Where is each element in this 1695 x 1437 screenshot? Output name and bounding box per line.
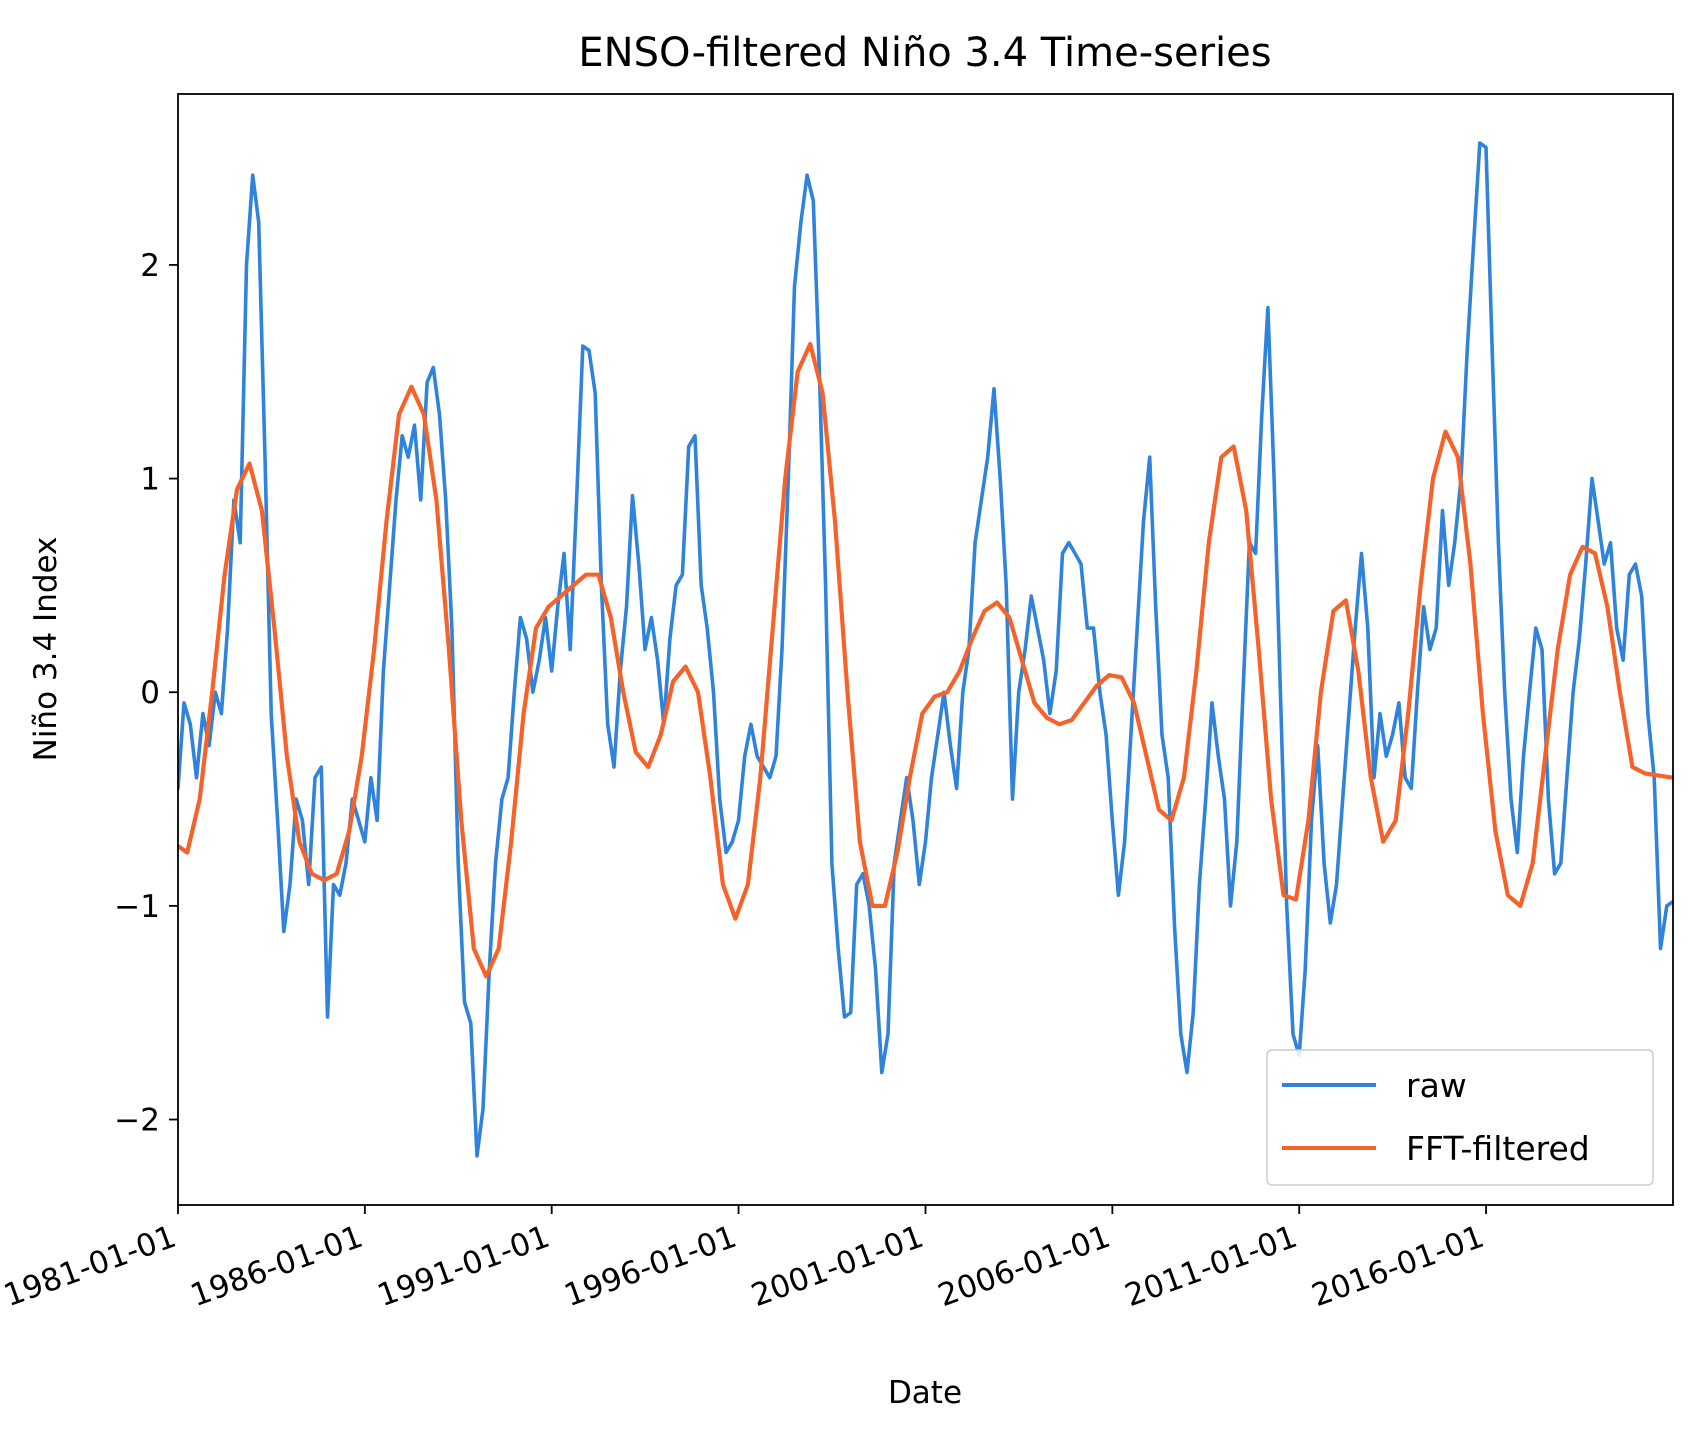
y-tick-label: 2 xyxy=(140,248,160,284)
y-tick-label: −2 xyxy=(114,1103,160,1139)
series-layer xyxy=(178,141,1673,1158)
series-line-fft-filtered xyxy=(178,341,1673,979)
y-axis-label: Niño 3.4 Index xyxy=(28,537,64,762)
plot-frame xyxy=(177,93,1674,1206)
x-axis-label: Date xyxy=(888,1375,962,1411)
legend-label-fft: FFT-filtered xyxy=(1406,1129,1590,1168)
y-tick-label: 1 xyxy=(140,462,160,498)
legend-label-raw: raw xyxy=(1406,1066,1467,1105)
y-tick-label: 0 xyxy=(140,675,160,711)
series-line-raw xyxy=(178,141,1673,1158)
y-tick-label: −1 xyxy=(114,889,160,925)
chart-title: ENSO-filtered Niño 3.4 Time-series xyxy=(578,30,1271,76)
legend: raw FFT-filtered xyxy=(1266,1049,1654,1186)
